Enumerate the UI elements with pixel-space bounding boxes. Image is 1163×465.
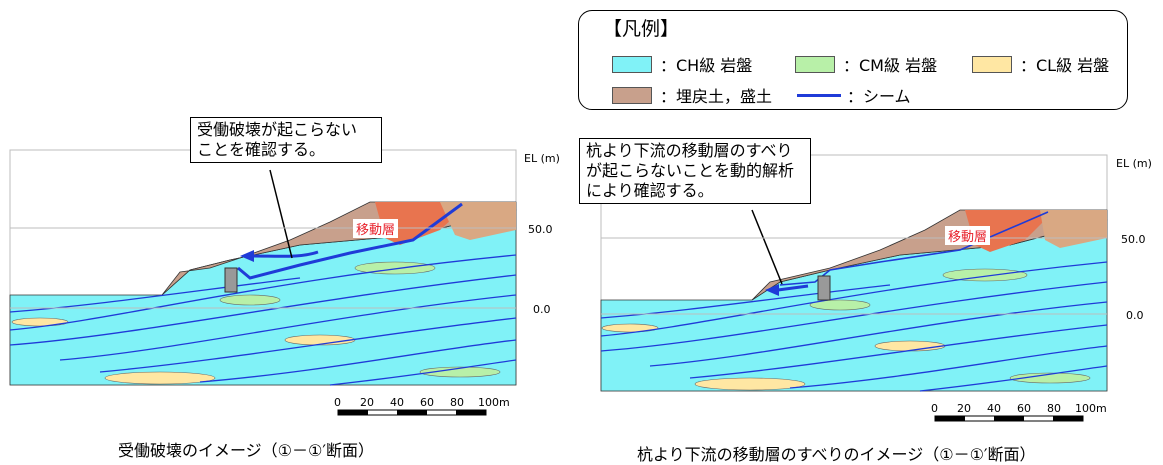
right-callout-line: 杭より下流の移動層のすべり xyxy=(586,141,793,160)
right-tick-0: 0.0 xyxy=(1126,309,1144,322)
right-arrow-head xyxy=(765,284,779,296)
left-scale-label: 80 xyxy=(450,396,464,409)
right-cm-lens xyxy=(809,299,871,311)
legend-swatch-ch xyxy=(612,55,652,73)
legend-seam-line xyxy=(797,93,841,97)
right-callout-line: が起こらないことを動的解析 xyxy=(586,161,795,180)
left-cm-lens xyxy=(419,366,501,378)
legend-label-seam: ：シーム xyxy=(847,87,911,106)
right-callout: 杭より下流の移動層のすべり が起こらないことを動的解析 により確認する。 xyxy=(579,138,811,204)
left-upper-fill xyxy=(440,202,516,240)
left-scale-label: 0 xyxy=(334,396,341,409)
left-section xyxy=(9,149,517,416)
left-cl-lens xyxy=(11,317,69,327)
legend-swatch-fill xyxy=(612,86,652,104)
left-cl-lens xyxy=(104,371,216,385)
right-tick-50: 50.0 xyxy=(1121,233,1146,246)
left-callout-line: ことを確認する。 xyxy=(197,140,326,159)
left-scale-bar xyxy=(337,409,487,416)
right-caption: 杭より下流の移動層のすべりのイメージ（①－①′断面） xyxy=(637,445,1036,464)
legend-item-ch: ：CH級 岩盤 xyxy=(612,52,752,76)
legend-item-cm: ：CM級 岩盤 xyxy=(795,52,937,76)
right-arrow xyxy=(777,284,809,292)
legend-label-ch: ：CH級 岩盤 xyxy=(660,56,753,75)
right-scale-bar xyxy=(934,415,1084,422)
left-callout-pointer xyxy=(269,169,293,259)
right-scale-label: 60 xyxy=(1017,402,1031,415)
left-cl-lens xyxy=(284,334,356,346)
left-pile xyxy=(224,267,238,293)
right-callout-line: により確認する。 xyxy=(586,181,714,200)
right-cm-lens xyxy=(942,268,1028,282)
right-cl-lens xyxy=(601,323,659,333)
right-cl-lens xyxy=(694,377,806,391)
left-callout-line: 受働破壊が起こらない xyxy=(197,120,358,139)
left-tick-0: 0.0 xyxy=(533,303,551,316)
left-arrow xyxy=(249,250,319,258)
legend-swatch-cl xyxy=(972,55,1012,73)
left-arrow-head xyxy=(240,250,254,262)
left-caption: 受働破壊のイメージ（①－①′断面） xyxy=(118,441,375,460)
legend-label-cm: ：CM級 岩盤 xyxy=(843,56,938,75)
left-layer-label: 移動層 xyxy=(353,219,399,238)
legend-item-fill: ：埋戻土，盛土 xyxy=(612,83,772,107)
legend-item-cl: ：CL級 岩盤 xyxy=(972,52,1109,76)
right-scale-label: 20 xyxy=(957,402,971,415)
left-tick-50: 50.0 xyxy=(528,223,553,236)
legend-label-cl: ：CL級 岩盤 xyxy=(1020,56,1110,75)
right-seams xyxy=(600,261,1108,392)
left-slip-seam xyxy=(237,202,463,280)
right-scale-label: 80 xyxy=(1047,402,1061,415)
right-layer-label: 移動層 xyxy=(945,226,991,245)
right-scale-label: 40 xyxy=(987,402,1001,415)
right-cm-lens xyxy=(1009,372,1091,384)
right-scale-label: 100m xyxy=(1075,402,1107,415)
right-pile xyxy=(817,275,831,301)
left-scale-label: 60 xyxy=(420,396,434,409)
left-scale-label: 20 xyxy=(360,396,374,409)
legend-label-fill: ：埋戻土，盛土 xyxy=(660,87,773,106)
legend-item-seam: ：シーム xyxy=(797,83,911,107)
left-cm-lens xyxy=(219,294,281,306)
right-cl-lens xyxy=(874,340,946,352)
right-scale-label: 0 xyxy=(931,402,938,415)
right-callout-pointer xyxy=(751,209,783,285)
left-seams xyxy=(9,254,517,386)
left-scale-label: 100m xyxy=(478,396,510,409)
legend-swatch-cm xyxy=(795,55,835,73)
legend-box xyxy=(578,10,1128,110)
left-axis-title: EL (m) xyxy=(524,152,560,165)
left-callout: 受働破壊が起こらない ことを確認する。 xyxy=(190,117,382,163)
left-scale-label: 40 xyxy=(390,396,404,409)
legend-title: 【凡例】 xyxy=(603,18,680,40)
right-axis-title: EL (m) xyxy=(1116,157,1152,170)
